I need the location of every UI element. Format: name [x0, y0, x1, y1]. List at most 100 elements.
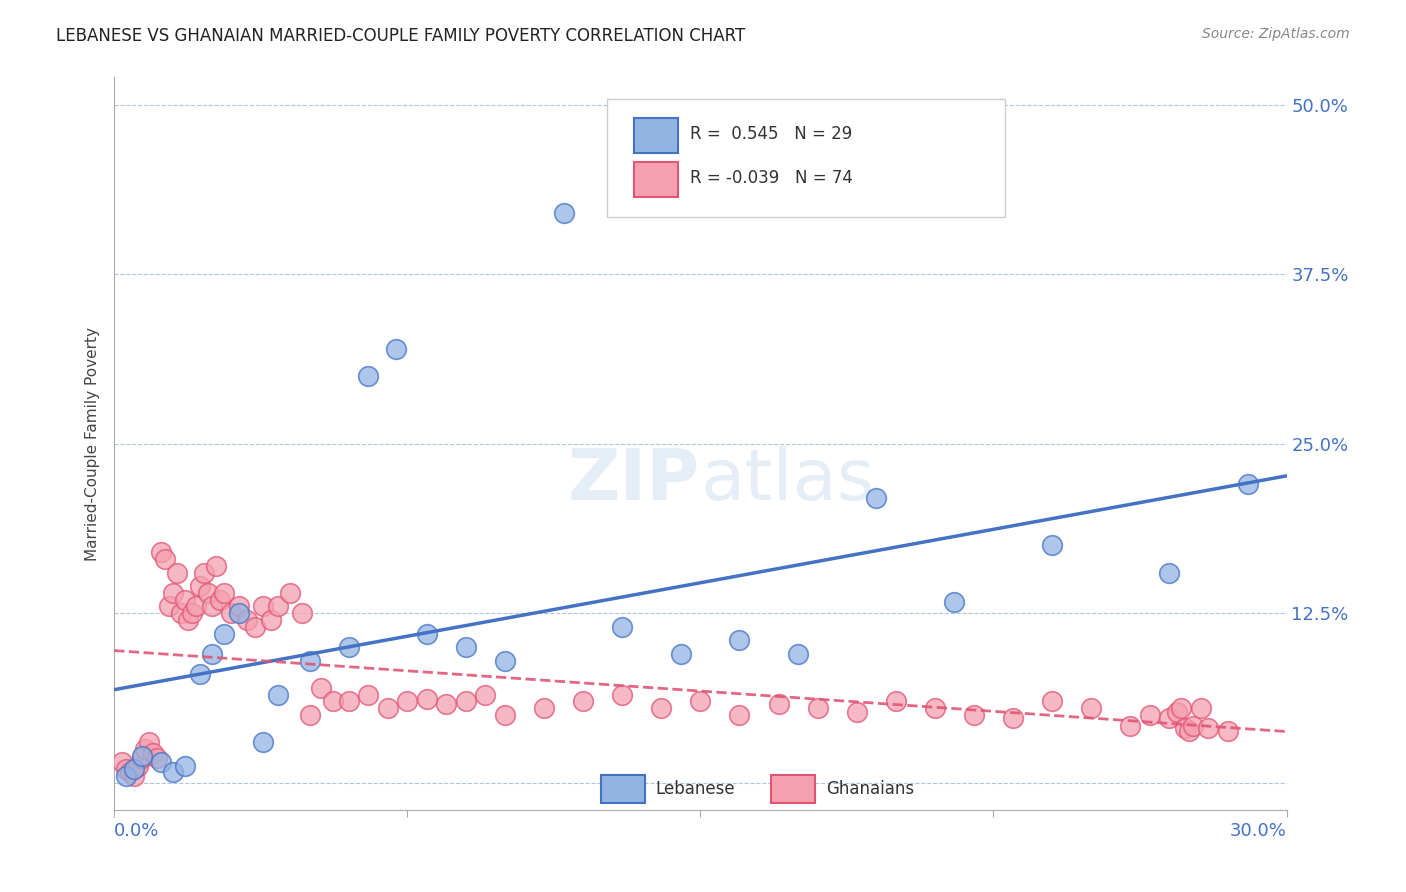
Point	[267, 688, 290, 702]
Point	[252, 599, 274, 614]
Point	[252, 735, 274, 749]
Point	[377, 701, 399, 715]
Point	[650, 701, 672, 715]
Point	[943, 595, 966, 609]
Point	[337, 640, 360, 654]
Point	[259, 613, 281, 627]
Point	[186, 599, 208, 614]
Point	[153, 552, 176, 566]
Point	[1197, 722, 1219, 736]
Text: Source: ZipAtlas.com: Source: ZipAtlas.com	[1202, 27, 1350, 41]
Point	[181, 606, 204, 620]
Point	[177, 613, 200, 627]
Point	[1139, 707, 1161, 722]
Point	[494, 654, 516, 668]
Text: R =  0.545   N = 29: R = 0.545 N = 29	[690, 125, 852, 143]
Point	[311, 681, 333, 695]
FancyBboxPatch shape	[770, 775, 815, 803]
Text: Ghanaians: Ghanaians	[825, 780, 914, 797]
Point	[807, 701, 830, 715]
FancyBboxPatch shape	[634, 118, 678, 153]
Point	[157, 599, 180, 614]
Point	[553, 206, 575, 220]
FancyBboxPatch shape	[600, 775, 645, 803]
Point	[204, 558, 226, 573]
Point	[884, 694, 907, 708]
Point	[689, 694, 711, 708]
Point	[212, 626, 235, 640]
Point	[221, 606, 243, 620]
Point	[787, 647, 810, 661]
Point	[1178, 724, 1201, 739]
Text: LEBANESE VS GHANAIAN MARRIED-COUPLE FAMILY POVERTY CORRELATION CHART: LEBANESE VS GHANAIAN MARRIED-COUPLE FAMI…	[56, 27, 745, 45]
Point	[111, 756, 134, 770]
Point	[201, 599, 224, 614]
Point	[1002, 711, 1025, 725]
Point	[1236, 477, 1258, 491]
Text: atlas: atlas	[700, 446, 875, 515]
Point	[236, 613, 259, 627]
Point	[115, 769, 138, 783]
Point	[474, 688, 496, 702]
Point	[1170, 701, 1192, 715]
Point	[924, 701, 946, 715]
FancyBboxPatch shape	[606, 99, 1005, 217]
Point	[384, 342, 406, 356]
Point	[1159, 711, 1181, 725]
Point	[612, 620, 634, 634]
Point	[572, 694, 595, 708]
Point	[298, 654, 321, 668]
Point	[131, 748, 153, 763]
Point	[173, 592, 195, 607]
Point	[357, 688, 380, 702]
Point	[118, 764, 141, 779]
Point	[865, 491, 887, 505]
Point	[173, 759, 195, 773]
Point	[122, 762, 145, 776]
Point	[201, 647, 224, 661]
Y-axis label: Married-Couple Family Poverty: Married-Couple Family Poverty	[86, 326, 100, 561]
Point	[728, 633, 751, 648]
Point	[208, 592, 231, 607]
Point	[162, 586, 184, 600]
Point	[1216, 724, 1239, 739]
Point	[243, 620, 266, 634]
Point	[669, 647, 692, 661]
Point	[1040, 538, 1063, 552]
Point	[612, 688, 634, 702]
Point	[1159, 566, 1181, 580]
Point	[188, 667, 211, 681]
Point	[416, 691, 439, 706]
Point	[494, 707, 516, 722]
Point	[193, 566, 215, 580]
Point	[963, 707, 986, 722]
Point	[166, 566, 188, 580]
Point	[115, 762, 138, 776]
Point	[150, 756, 173, 770]
Text: 30.0%: 30.0%	[1230, 822, 1286, 839]
Point	[396, 694, 419, 708]
Point	[845, 705, 868, 719]
Point	[142, 746, 165, 760]
Text: ZIP: ZIP	[568, 446, 700, 515]
Point	[127, 759, 149, 773]
Point	[357, 368, 380, 383]
Point	[146, 751, 169, 765]
Point	[768, 697, 790, 711]
Point	[267, 599, 290, 614]
Point	[434, 697, 457, 711]
Point	[533, 701, 555, 715]
Point	[454, 694, 477, 708]
Point	[169, 606, 191, 620]
Point	[134, 741, 156, 756]
Point	[1181, 719, 1204, 733]
Point	[138, 735, 160, 749]
Text: 0.0%: 0.0%	[114, 822, 159, 839]
Point	[278, 586, 301, 600]
Point	[188, 579, 211, 593]
Text: R = -0.039   N = 74: R = -0.039 N = 74	[690, 169, 852, 186]
Point	[162, 764, 184, 779]
Point	[298, 707, 321, 722]
Point	[212, 586, 235, 600]
Point	[728, 707, 751, 722]
